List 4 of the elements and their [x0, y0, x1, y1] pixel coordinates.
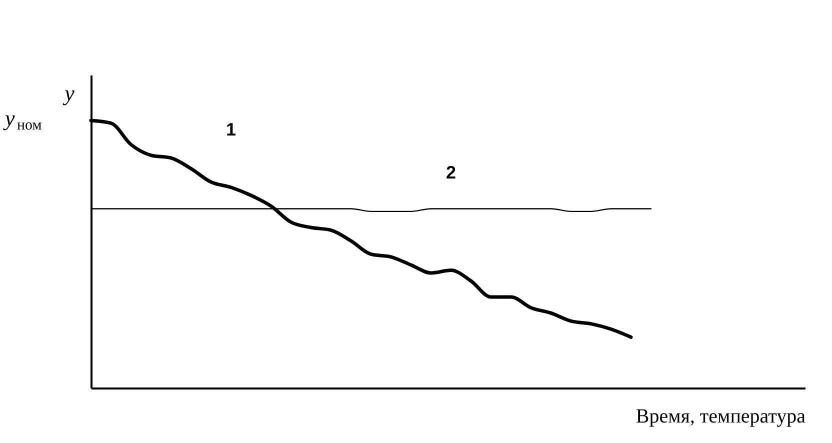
text: 1 [226, 120, 236, 140]
y-axis-title: y [62, 80, 75, 106]
x-axis-title: Время, температура [636, 406, 806, 428]
series-label: 2 [446, 162, 456, 182]
